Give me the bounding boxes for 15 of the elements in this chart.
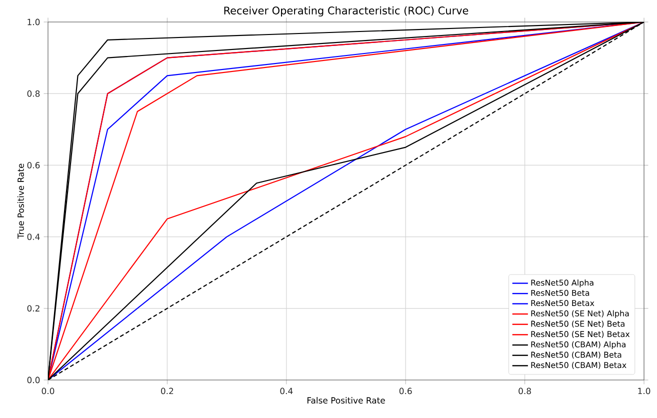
x-tick-label: 0.0: [42, 388, 54, 394]
x-tick-label: 0.6: [399, 388, 412, 394]
y-tick-label: 1.0: [28, 18, 40, 26]
x-tick-label: 0.2: [161, 388, 174, 394]
y-tick-label: 0.2: [27, 305, 40, 312]
x-axis-title: False Positive Rate: [307, 397, 385, 404]
chart-title: Receiver Operating Characteristic (ROC) Curve: [224, 6, 468, 16]
y-tick-label: 0.6: [27, 162, 40, 168]
y-axis-title: True Positive Rate: [17, 164, 24, 239]
x-tick-label: 0.4: [280, 388, 293, 394]
x-tick-label: 0.8: [518, 388, 531, 394]
y-tick-label: 0.8: [27, 90, 40, 97]
y-tick-label: 0.0: [27, 376, 40, 384]
x-tick-label: 1.0: [638, 388, 650, 394]
y-tick-label: 0.4: [27, 234, 40, 240]
